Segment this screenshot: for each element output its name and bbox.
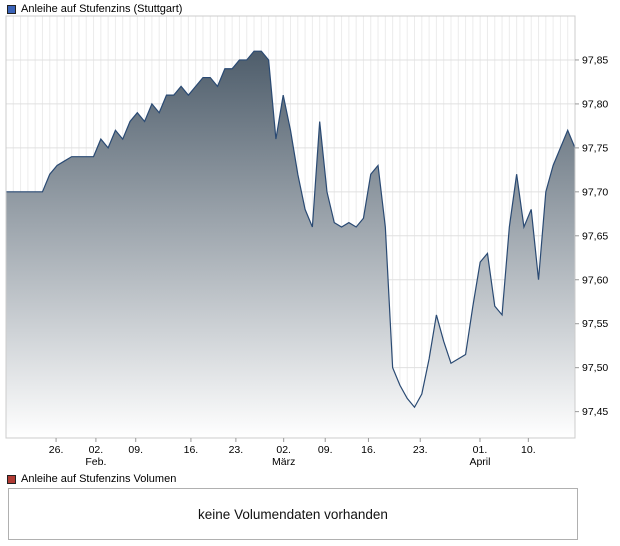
- y-tick-label: 97,75: [582, 142, 608, 154]
- volume-empty-message: keine Volumendaten vorhanden: [198, 506, 388, 522]
- month-label: März: [272, 456, 295, 468]
- price-legend: Anleihe auf Stufenzins (Stuttgart): [7, 3, 182, 15]
- y-axis-labels: 97,45 97,50 97,55 97,60 97,65 97,70 97,75 97,80…: [575, 54, 608, 418]
- x-tick-label: 23.: [229, 444, 244, 456]
- x-tick-label: 09.: [128, 444, 143, 456]
- y-tick-label: 97,45: [582, 406, 608, 418]
- price-series-swatch-icon: [7, 4, 16, 14]
- price-chart: 97,45 97,50 97,55 97,60 97,65 97,70 97,75 97,80…: [5, 15, 608, 468]
- x-tick-label: 16.: [184, 444, 199, 456]
- y-tick-label: 97,70: [582, 186, 608, 198]
- chart-title: Anleihe auf Stufenzins (Stuttgart): [21, 3, 183, 15]
- x-tick-label: 10.: [521, 444, 536, 456]
- y-tick-label: 97,50: [582, 362, 608, 374]
- month-label: Feb.: [85, 456, 106, 468]
- month-label: April: [469, 456, 490, 468]
- y-tick-label: 97,55: [582, 318, 608, 330]
- price-chart-svg: 97,45 97,50 97,55 97,60 97,65 97,70 97,75 97,80…: [5, 15, 608, 468]
- y-tick-label: 97,85: [582, 54, 608, 66]
- y-tick-label: 97,80: [582, 98, 608, 110]
- x-tick-label: 09.: [318, 444, 333, 456]
- x-tick-label: 02.: [89, 444, 104, 456]
- price-area: [6, 51, 575, 439]
- x-tick-label: 23.: [413, 444, 428, 456]
- x-tick-label: 02.: [276, 444, 291, 456]
- plot-border: [5, 15, 576, 439]
- x-tick-label: 16.: [361, 444, 376, 456]
- volume-legend: Anleihe auf Stufenzins Volumen: [7, 473, 176, 485]
- volume-empty-box: keine Volumendaten vorhanden: [8, 488, 578, 540]
- y-tick-label: 97,60: [582, 274, 608, 286]
- x-tick-label: 26.: [49, 444, 64, 456]
- x-axis-labels: 26. 02. 09. 16. 23. 02. 09. 16. 23. 01. 10.: [49, 438, 536, 456]
- y-tick-label: 97,65: [582, 230, 608, 242]
- x-tick-label: 01.: [473, 444, 488, 456]
- x-axis-month-labels: Feb. März April: [85, 456, 490, 468]
- price-line: [6, 50, 576, 409]
- volume-legend-label: Anleihe auf Stufenzins Volumen: [21, 473, 177, 485]
- volume-series-swatch-icon: [7, 474, 16, 484]
